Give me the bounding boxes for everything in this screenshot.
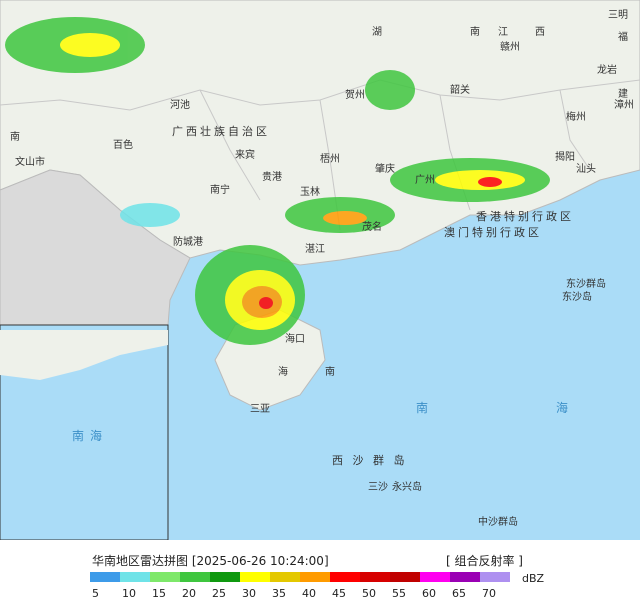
legend-tick-label: 40	[302, 587, 316, 600]
legend-product: [ 组合反射率 ]	[446, 553, 523, 568]
map-label: 揭阳	[555, 150, 575, 163]
map-label: 茂名	[362, 220, 382, 233]
legend-tick-label: 65	[452, 587, 466, 600]
map-label: 梅州	[566, 110, 586, 123]
legend-swatch	[270, 572, 300, 582]
map-label: 广西壮族自治区	[172, 124, 270, 138]
map-label: 湛江	[305, 243, 325, 255]
legend-tick-label: 35	[272, 587, 286, 600]
map-label: 南	[325, 365, 335, 378]
map-label: 建	[618, 87, 628, 100]
map-label: 湖	[372, 26, 382, 38]
legend-tick-label: 30	[242, 587, 256, 600]
map-label: 南宁	[210, 183, 230, 196]
legend-swatch	[210, 572, 240, 582]
map-label: 江	[498, 26, 508, 38]
legend-swatch	[150, 572, 180, 582]
legend-unit: dBZ	[522, 572, 545, 585]
legend-swatch	[90, 572, 120, 582]
map-label: 广州	[415, 174, 435, 186]
map-label: 东沙群岛	[566, 277, 606, 290]
map-label: 海	[278, 365, 288, 378]
legend-swatch	[120, 572, 150, 582]
map-label: 三明	[608, 9, 628, 21]
map-label: 海口	[285, 332, 305, 345]
map-label: 赣州	[500, 40, 520, 53]
legend-tick-label: 20	[182, 587, 196, 600]
map-label: 文山市	[15, 155, 45, 168]
legend-swatch	[450, 572, 480, 582]
map-label: 西 沙 群 岛	[332, 453, 408, 467]
legend-panel	[0, 540, 640, 603]
legend-tick-label: 70	[482, 587, 496, 600]
map-label: 防城港	[173, 235, 203, 248]
legend-tick-label: 55	[392, 587, 406, 600]
map-label: 韶关	[450, 83, 470, 96]
legend-tick-label: 60	[422, 587, 436, 600]
map-label: 福	[618, 30, 628, 43]
map-label: 东沙岛	[562, 290, 592, 303]
map-label: 香港特别行政区	[476, 209, 574, 223]
map-label: 来宾	[235, 148, 255, 161]
legend-swatch	[330, 572, 360, 582]
map-label: 玉林	[300, 185, 320, 198]
map-label: 南	[470, 25, 480, 38]
legend-swatch	[480, 572, 510, 582]
map-label: 西	[535, 27, 545, 38]
legend-title: 华南地区雷达拼图 [2025-06-26 10:24:00]	[92, 553, 329, 568]
map-label: 南海	[72, 428, 108, 443]
map-label: 澳门特别行政区	[444, 225, 542, 239]
map-label: 河池	[170, 98, 190, 111]
map-label: 三亚	[250, 404, 270, 415]
legend-tick-label: 10	[122, 587, 136, 600]
map-label: 永兴岛	[392, 480, 422, 493]
legend-swatch	[420, 572, 450, 582]
map-label: 贺州	[345, 89, 365, 101]
map-label: 海	[556, 400, 574, 415]
legend-tick-label: 15	[152, 587, 166, 600]
legend-tick-label: 50	[362, 587, 376, 600]
legend-swatch	[300, 572, 330, 582]
legend-swatch	[240, 572, 270, 582]
map-label: 百色	[113, 138, 133, 151]
legend-swatch	[180, 572, 210, 582]
legend-tick-label: 45	[332, 587, 346, 600]
map-label: 南	[416, 400, 434, 415]
map-label: 中沙群岛	[478, 515, 518, 528]
legend-swatch	[390, 572, 420, 582]
map: 三明 湖 南 江 西 赣州 福 龙岩 建 漳州 梅州 韶关 河池 贺州 广西壮族…	[0, 0, 640, 541]
map-label: 南	[10, 130, 20, 143]
inset-land	[0, 330, 168, 380]
legend-tick-label: 25	[212, 587, 226, 600]
legend-swatch	[360, 572, 390, 582]
map-label: 汕头	[576, 163, 596, 175]
legend-tick-label: 5	[92, 587, 99, 600]
map-label: 三沙	[368, 481, 388, 493]
map-label: 漳州	[614, 98, 634, 111]
map-label: 龙岩	[597, 63, 617, 76]
map-label: 贵港	[262, 170, 282, 183]
map-label: 肇庆	[375, 162, 395, 175]
legend-bar: 5 10 15 20 25 30 35 40 45 50 55 60 65 70	[90, 572, 510, 600]
map-label: 梧州	[320, 152, 340, 165]
